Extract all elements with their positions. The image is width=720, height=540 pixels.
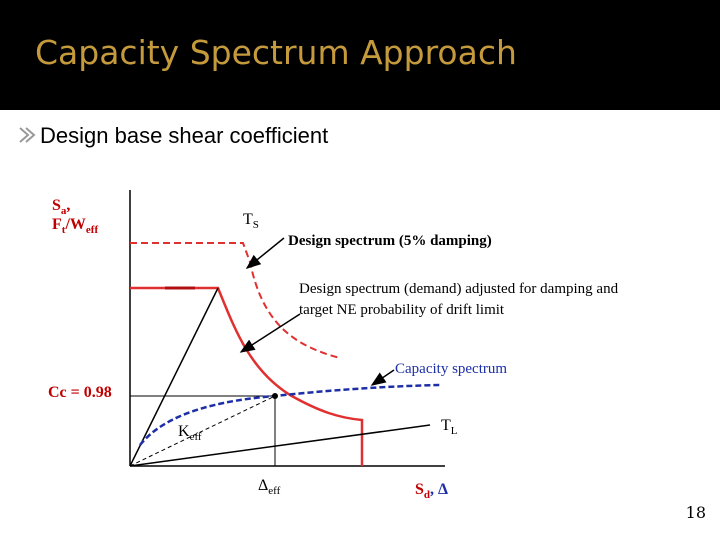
title: Capacity Spectrum Approach xyxy=(35,33,517,72)
capacity-spectrum-label: Capacity spectrum xyxy=(395,361,507,377)
text-part: eff xyxy=(268,485,280,497)
text-part: S xyxy=(52,197,61,214)
keff-label: Keff xyxy=(178,423,202,443)
initial-stiffness xyxy=(129,287,219,467)
design-spectrum-label: Design spectrum (5% damping) xyxy=(288,233,492,249)
text-part: d xyxy=(424,489,430,501)
delta-eff-label: Δeff xyxy=(258,477,281,497)
text-part: eff xyxy=(190,431,202,443)
adjusted-spectrum-label: target NE probability of drift limit xyxy=(299,302,505,318)
y-axis-label: Sa, xyxy=(52,197,70,217)
page-number: 18 xyxy=(686,503,706,522)
cc-label: Cc = 0.98 xyxy=(48,384,112,401)
text-part: S xyxy=(253,219,259,231)
text-part: L xyxy=(451,425,458,437)
text-part: K xyxy=(178,423,190,440)
adjusted-spectrum-label: Design spectrum (demand) adjusted for da… xyxy=(299,281,619,297)
text-part: /W xyxy=(64,216,85,233)
bullet-icon xyxy=(19,127,36,143)
text-part: a xyxy=(61,205,67,217)
text-part: T xyxy=(243,211,253,228)
text-part: F xyxy=(52,216,62,233)
y-axis-label: Ft/Weff xyxy=(52,216,98,236)
tl-label: TL xyxy=(441,417,458,437)
text-part: S xyxy=(415,481,424,498)
tl-line xyxy=(129,424,431,467)
text-part: , xyxy=(66,197,70,214)
x-axis-label: Sd, Δ xyxy=(415,481,448,501)
performance-point xyxy=(272,393,278,399)
text-part: eff xyxy=(86,224,99,236)
text-part: t xyxy=(62,224,66,236)
diagram: Sa, Ft/Weff TS Design spectrum (5% dampi… xyxy=(48,190,619,501)
design-spectrum xyxy=(130,242,341,359)
arrow xyxy=(245,237,285,269)
keff-line xyxy=(129,395,276,467)
text-part: , Δ xyxy=(430,481,448,498)
ts-label: TS xyxy=(243,211,259,231)
adjusted-spectrum xyxy=(130,286,364,466)
header-band xyxy=(0,0,720,110)
text-part: T xyxy=(441,417,451,434)
arrow xyxy=(370,369,395,386)
bullet-text: Design base shear coefficient xyxy=(40,123,328,148)
text-part: Δ xyxy=(258,477,268,494)
arrow xyxy=(239,313,301,353)
